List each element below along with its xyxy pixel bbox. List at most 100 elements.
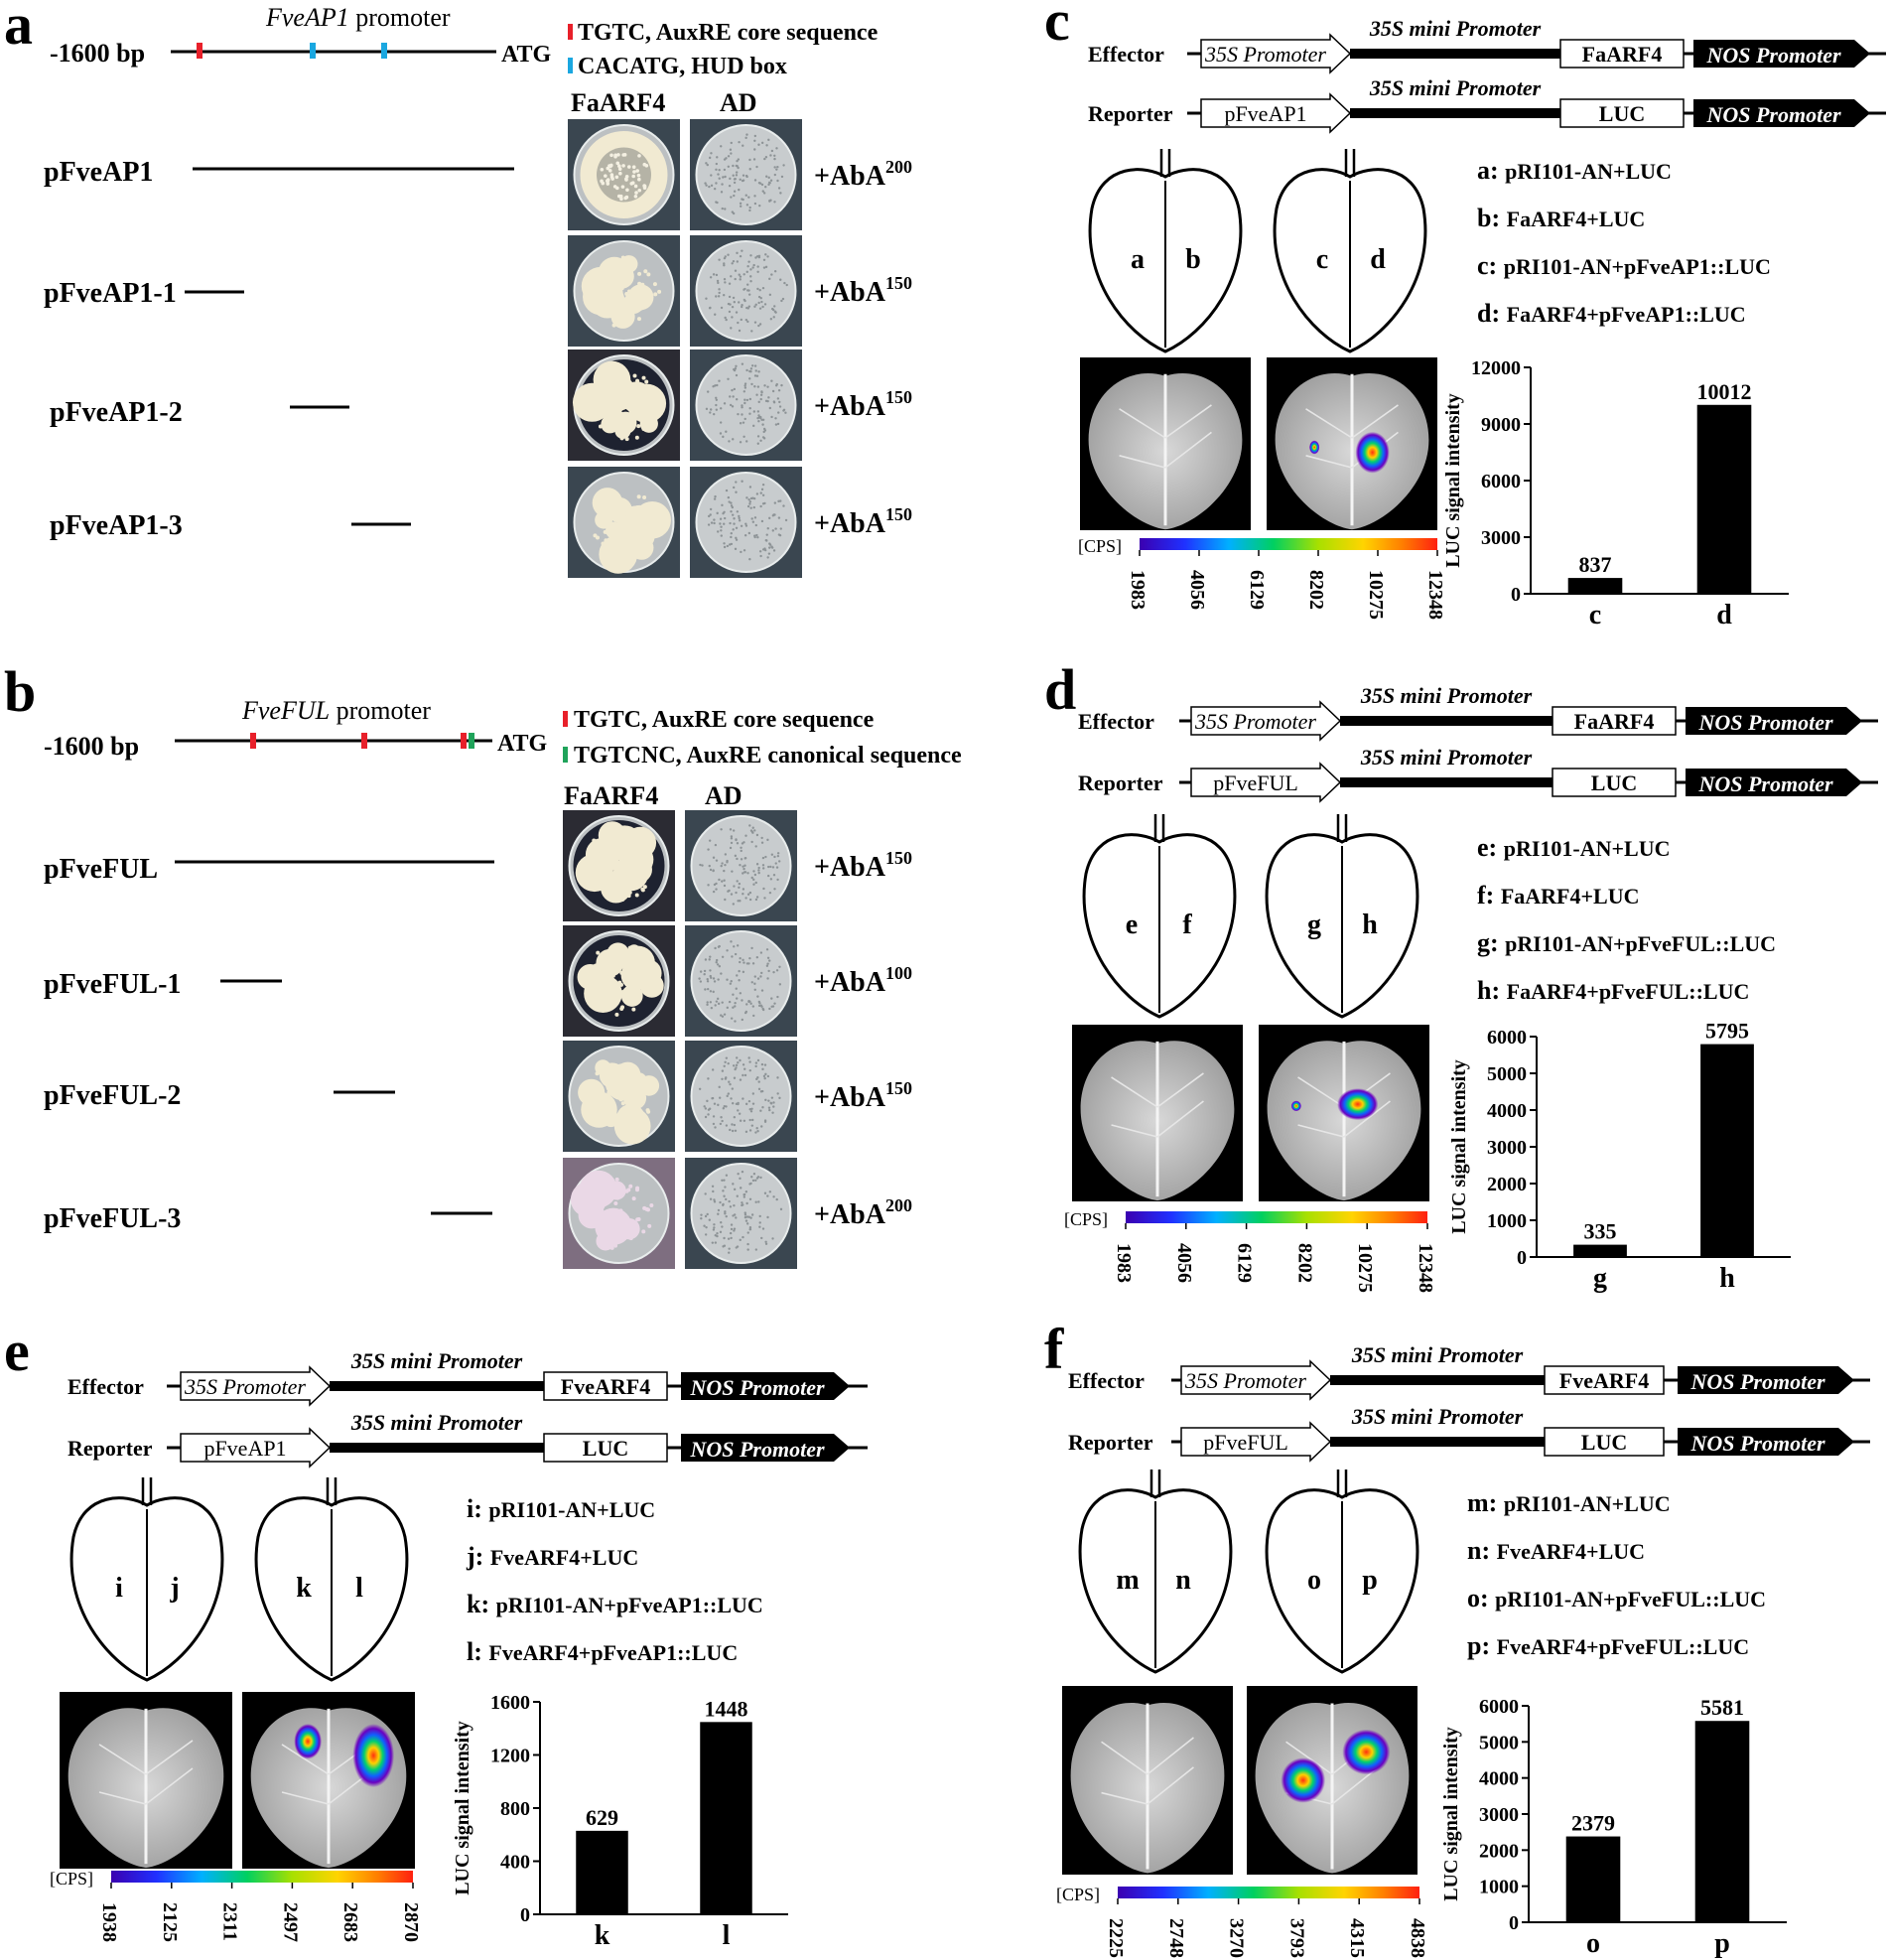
speckle	[706, 987, 710, 991]
speckle	[733, 486, 736, 490]
aba-label: +AbA200	[814, 1195, 912, 1230]
speckle	[730, 1017, 734, 1020]
speckle	[752, 870, 755, 873]
reporter-label: Reporter	[1088, 101, 1173, 126]
speckle	[728, 440, 731, 443]
speckle	[725, 1214, 728, 1218]
speckle	[707, 1113, 710, 1116]
speckle	[748, 500, 752, 503]
speckle	[615, 369, 620, 374]
speckle	[649, 423, 654, 428]
speckle	[748, 1225, 752, 1229]
speckle	[712, 977, 716, 980]
speckle	[755, 896, 759, 899]
color-scale-bar	[1118, 1887, 1419, 1898]
speckle	[700, 1213, 703, 1216]
speckle	[736, 510, 740, 513]
speckle	[706, 1099, 709, 1103]
speckle	[626, 894, 631, 899]
speckle	[749, 280, 752, 283]
gene-box	[1552, 768, 1677, 797]
speckle	[624, 1189, 629, 1193]
leaf-petiole	[1159, 149, 1171, 177]
colony-center	[597, 147, 651, 203]
speckle	[718, 965, 722, 968]
speckle	[745, 368, 748, 372]
speckle	[716, 383, 719, 387]
speckle	[772, 1105, 775, 1108]
speckle	[712, 1115, 716, 1118]
speckle	[618, 268, 623, 273]
speckle	[638, 523, 643, 528]
speckle	[747, 289, 750, 292]
speckle	[717, 1002, 721, 1006]
speckle	[756, 1176, 760, 1179]
speckle	[769, 318, 773, 321]
aba-label: +AbA150	[814, 1078, 912, 1113]
scale-tick-label: 2311	[219, 1902, 241, 1941]
speckle	[784, 411, 787, 414]
speckle	[724, 1210, 727, 1213]
speckle	[600, 1103, 605, 1108]
speckle	[727, 165, 731, 168]
speckle	[611, 323, 616, 328]
speckle	[620, 313, 625, 318]
panel-b: b FveFUL promoter -1600 bp ATG TGTC, Aux…	[4, 659, 962, 1269]
speckle	[732, 174, 735, 177]
speckle	[761, 1105, 764, 1109]
yeast-plate	[563, 925, 675, 1037]
speckle	[715, 182, 718, 185]
speckle	[731, 870, 734, 873]
speckle	[742, 298, 746, 302]
speckle	[633, 194, 638, 199]
speckle	[717, 1208, 721, 1212]
speckle	[739, 1078, 742, 1081]
speckle	[720, 828, 723, 831]
speckle	[771, 1237, 774, 1240]
speckle	[632, 170, 636, 174]
speckle	[718, 878, 721, 882]
speckle	[741, 1018, 744, 1022]
speckle	[613, 153, 617, 158]
leaf-petiole	[141, 1477, 153, 1505]
speckle	[649, 407, 654, 412]
speckle	[618, 171, 622, 176]
speckle	[772, 873, 776, 877]
speckle	[627, 945, 632, 950]
promoter-35s	[1180, 1359, 1332, 1401]
speckle	[736, 880, 739, 883]
reporter-label: Reporter	[1068, 1430, 1153, 1455]
speckle	[757, 254, 761, 258]
speckle	[747, 1215, 750, 1218]
speckle	[737, 900, 740, 903]
speckle	[627, 397, 632, 402]
effector-label: Effector	[1088, 42, 1164, 67]
ad-plate	[690, 467, 802, 578]
speckle	[742, 144, 744, 147]
speckle	[721, 955, 725, 959]
speckle	[772, 401, 776, 404]
legend-text: pRI101-AN+LUC	[1504, 1491, 1671, 1516]
speckle	[607, 272, 611, 277]
speckle	[713, 1102, 717, 1105]
speckle	[703, 969, 707, 973]
speckle	[703, 1105, 706, 1108]
speckle	[782, 164, 785, 167]
speckle	[748, 898, 752, 902]
speckle	[753, 988, 756, 991]
speckle	[778, 534, 782, 537]
speckle	[625, 188, 629, 193]
speckle	[591, 887, 596, 892]
speckle	[761, 190, 764, 193]
speckle	[719, 432, 723, 435]
speckle	[715, 398, 719, 401]
speckle	[756, 1058, 760, 1062]
speckle	[758, 1214, 761, 1218]
promoter-length-a: -1600 bp	[50, 39, 145, 68]
luminescence-spot	[1355, 431, 1390, 474]
nos-promoter-label: NOS Promoter	[1689, 1369, 1825, 1394]
speckle	[706, 1212, 709, 1216]
speckle	[760, 1089, 764, 1093]
speckle	[778, 400, 781, 404]
aba-label: +AbA150	[814, 273, 912, 308]
